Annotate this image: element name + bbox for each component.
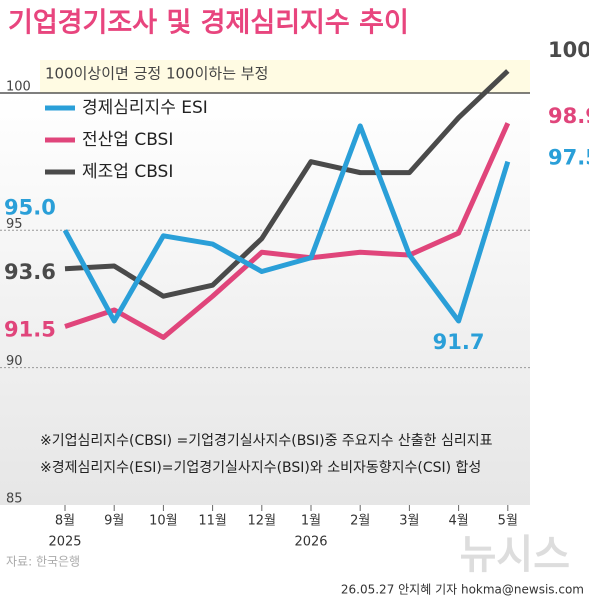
- x-tick-label: 9월: [104, 514, 124, 529]
- x-tick-label: 11월: [198, 514, 227, 529]
- credit: 26.05.27 안지혜 기자 hokma@newsis.com: [341, 583, 584, 597]
- x-year-label: 2025: [48, 535, 81, 550]
- data-label: 97.5: [548, 146, 589, 170]
- subtitle: 100이상이면 긍정 100이하는 부정: [45, 65, 268, 83]
- y-tick-label: 95: [6, 217, 23, 232]
- data-label: 91.7: [433, 330, 485, 354]
- x-tick-label: 1월: [301, 514, 321, 529]
- x-year-label: 2026: [294, 535, 327, 550]
- x-tick-label: 10월: [149, 514, 178, 529]
- data-label: 95.0: [4, 195, 56, 219]
- data-label: 91.5: [4, 317, 56, 341]
- x-tick-label: 12월: [248, 514, 277, 529]
- x-tick-label: 3월: [399, 514, 419, 529]
- x-tick-label: 4월: [448, 514, 468, 529]
- y-tick-label: 100: [6, 79, 31, 94]
- x-tick-label: 8월: [55, 514, 75, 529]
- legend-label: 전산업 CBSI: [82, 130, 173, 150]
- y-tick-label: 90: [6, 354, 23, 369]
- y-tick-label: 85: [6, 492, 23, 507]
- note: ※기업심리지수(CBSI) =기업경기실사지수(BSI)중 주요지수 산출한 심…: [40, 433, 493, 449]
- x-tick-label: 2월: [350, 514, 370, 529]
- chart-title: 기업경기조사 및 경제심리지수 추이: [8, 8, 409, 39]
- watermark: 뉴시스: [460, 532, 570, 578]
- positive-zone: [40, 60, 530, 93]
- legend-label: 경제심리지수 ESI: [82, 98, 208, 118]
- series-line: [62, 123, 511, 324]
- source: 자료: 한국은행: [6, 554, 80, 569]
- legend-label: 제조업 CBSI: [82, 162, 173, 182]
- data-label: 93.6: [4, 260, 56, 284]
- x-tick-label: 5월: [498, 514, 518, 529]
- note: ※경제심리지수(ESI)=기업경기실사지수(BSI)와 소비자동향지수(CSI)…: [40, 460, 481, 476]
- data-label: 100.8: [548, 38, 589, 62]
- data-label: 98.9: [548, 104, 589, 128]
- series-line: [64, 122, 511, 340]
